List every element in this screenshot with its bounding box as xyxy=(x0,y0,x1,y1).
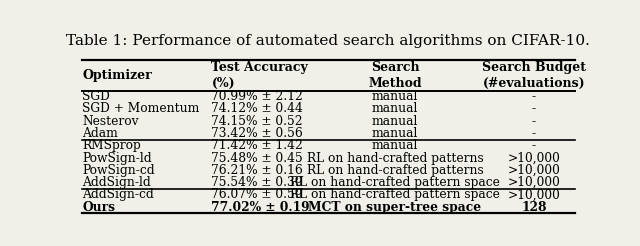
Text: 76.21% ± 0.16: 76.21% ± 0.16 xyxy=(211,164,303,177)
Text: Search
Method: Search Method xyxy=(368,61,422,90)
Text: 71.42% ± 1.42: 71.42% ± 1.42 xyxy=(211,139,303,152)
Text: RL on hand-crafted patterns: RL on hand-crafted patterns xyxy=(307,152,483,165)
Text: Nesterov: Nesterov xyxy=(83,115,139,128)
Text: 128: 128 xyxy=(521,201,547,214)
Text: 76.07% ± 0.59: 76.07% ± 0.59 xyxy=(211,188,303,201)
Text: Adam: Adam xyxy=(83,127,118,140)
Text: Search Budget
(#evaluations): Search Budget (#evaluations) xyxy=(482,61,586,90)
Text: RMSprop: RMSprop xyxy=(83,139,141,152)
Text: AddSign-ld: AddSign-ld xyxy=(83,176,151,189)
Text: Table 1: Performance of automated search algorithms on CIFAR-10.: Table 1: Performance of automated search… xyxy=(66,34,590,48)
Text: 75.54% ± 0.39: 75.54% ± 0.39 xyxy=(211,176,303,189)
Text: >10,000: >10,000 xyxy=(508,152,560,165)
Text: PowSign-ld: PowSign-ld xyxy=(83,152,152,165)
Text: -: - xyxy=(532,102,536,115)
Text: -: - xyxy=(532,90,536,103)
Text: Optimizer: Optimizer xyxy=(83,69,152,82)
Text: 74.12% ± 0.44: 74.12% ± 0.44 xyxy=(211,102,303,115)
Text: RL on hand-crafted patterns: RL on hand-crafted patterns xyxy=(307,164,483,177)
Text: manual: manual xyxy=(372,127,418,140)
Text: -: - xyxy=(532,127,536,140)
Text: manual: manual xyxy=(372,115,418,128)
Text: 75.48% ± 0.45: 75.48% ± 0.45 xyxy=(211,152,303,165)
Text: RL on hand-crafted pattern space: RL on hand-crafted pattern space xyxy=(290,176,500,189)
Text: Ours: Ours xyxy=(83,201,115,214)
Text: manual: manual xyxy=(372,102,418,115)
Text: >10,000: >10,000 xyxy=(508,164,560,177)
Text: -: - xyxy=(532,115,536,128)
Text: SGD + Momentum: SGD + Momentum xyxy=(83,102,200,115)
Text: MCT on super-tree space: MCT on super-tree space xyxy=(308,201,481,214)
Text: 74.15% ± 0.52: 74.15% ± 0.52 xyxy=(211,115,303,128)
Text: PowSign-cd: PowSign-cd xyxy=(83,164,155,177)
Text: 73.42% ± 0.56: 73.42% ± 0.56 xyxy=(211,127,303,140)
Text: 70.99% ± 2.12: 70.99% ± 2.12 xyxy=(211,90,303,103)
Text: >10,000: >10,000 xyxy=(508,188,560,201)
Text: SGD: SGD xyxy=(83,90,110,103)
Text: AddSign-cd: AddSign-cd xyxy=(83,188,154,201)
Text: manual: manual xyxy=(372,90,418,103)
Text: Test Accuracy
(%): Test Accuracy (%) xyxy=(211,61,308,90)
Text: 77.02% ± 0.19: 77.02% ± 0.19 xyxy=(211,201,310,214)
Text: manual: manual xyxy=(372,139,418,152)
Text: >10,000: >10,000 xyxy=(508,176,560,189)
Text: RL on hand-crafted pattern space: RL on hand-crafted pattern space xyxy=(290,188,500,201)
Text: -: - xyxy=(532,139,536,152)
